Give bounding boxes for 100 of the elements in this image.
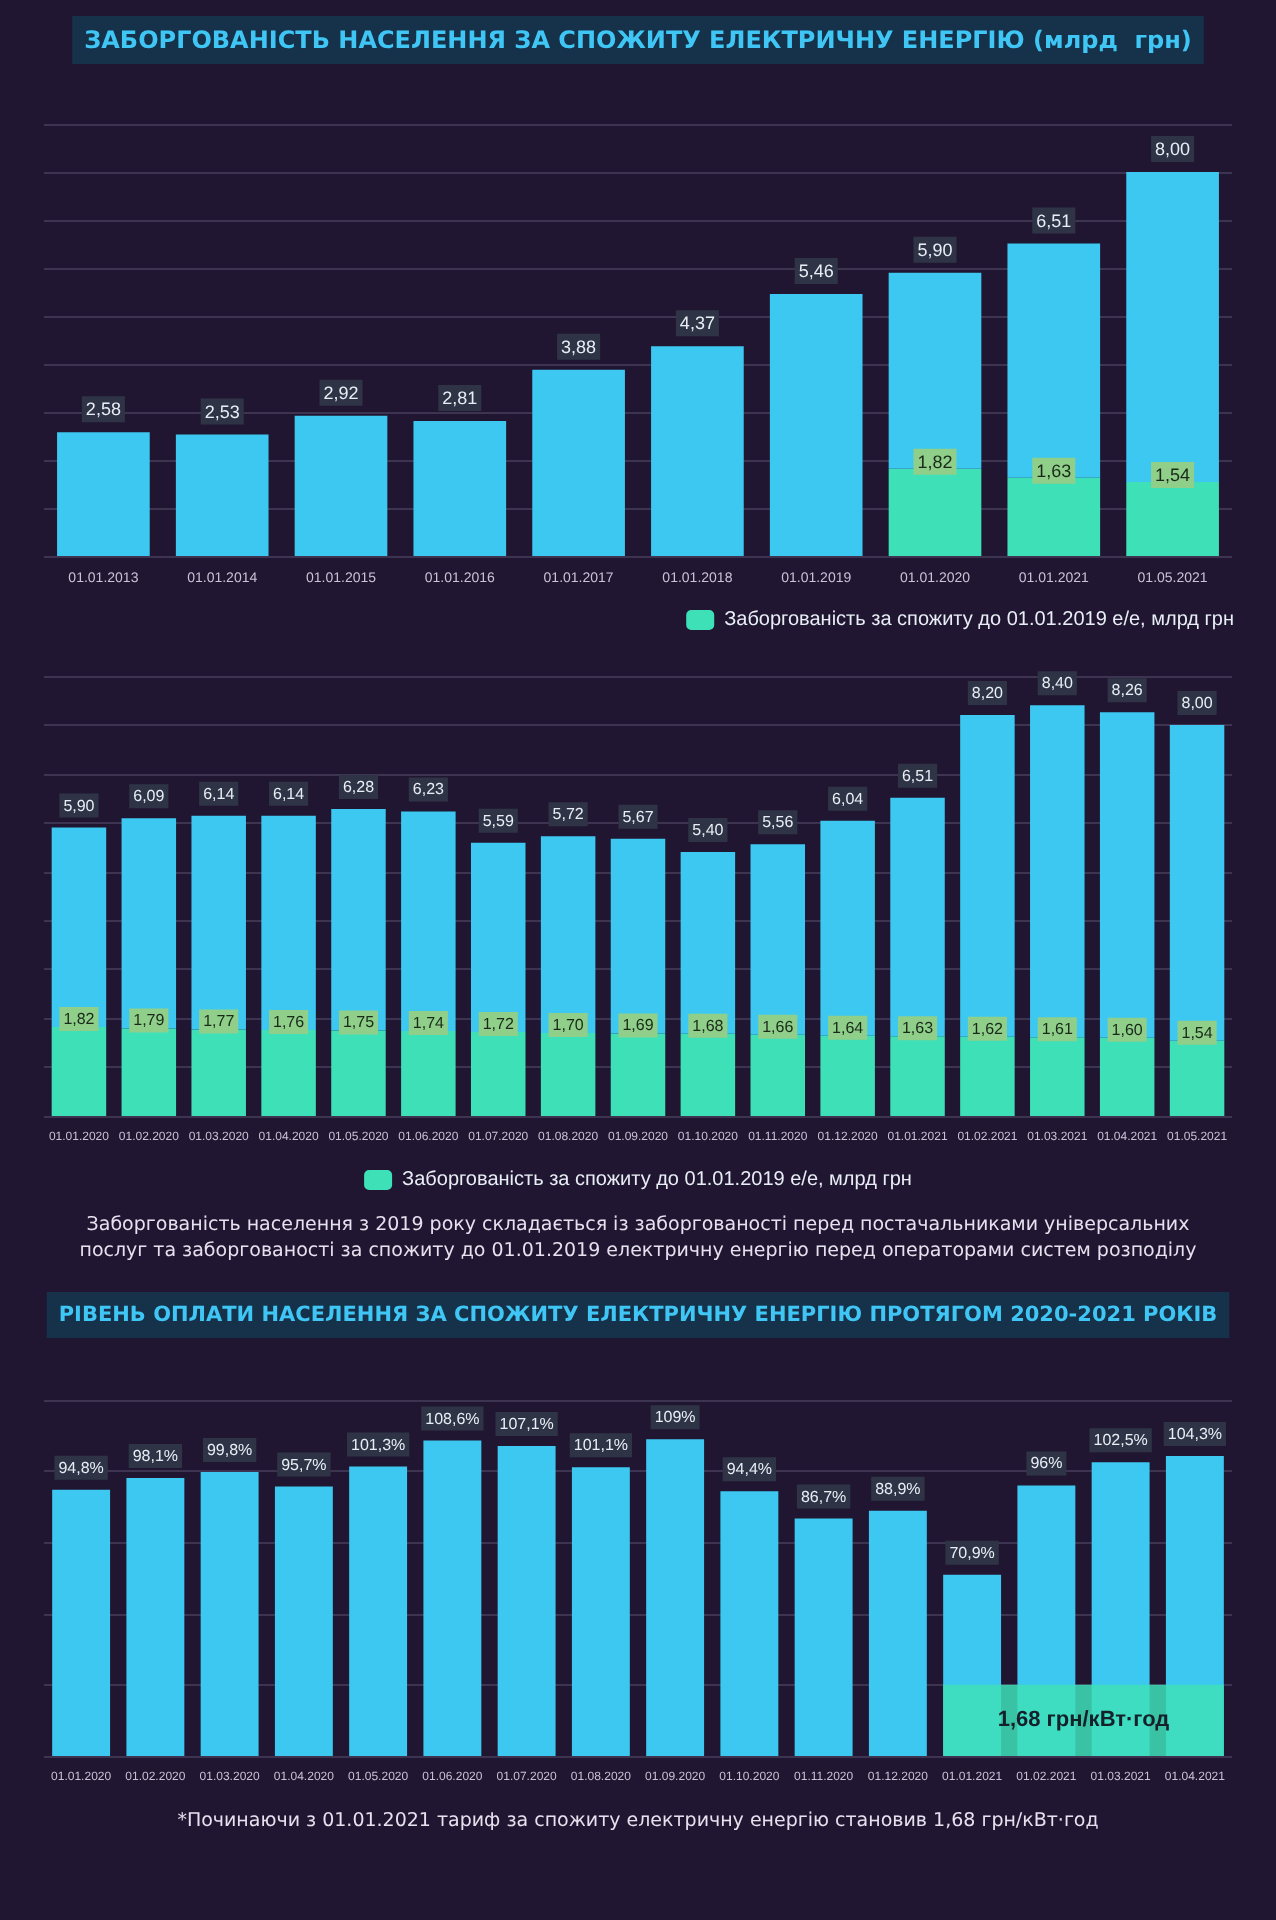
- legend-label: Заборгованість за спожиту до 01.01.2019 е/е, млрд грн: [724, 609, 1235, 631]
- total-label: 8,00: [1155, 139, 1191, 159]
- bar: [261, 815, 316, 1030]
- bar: [1169, 724, 1225, 1041]
- data-label: 1,69: [622, 1016, 655, 1035]
- total-label: 8,00: [1181, 693, 1214, 712]
- bar: [1099, 712, 1155, 1038]
- total-label: 5,56: [762, 813, 795, 832]
- bar: [51, 827, 107, 1028]
- legend-label: Заборгованість за спожиту до 01.01.2019 е/е, млрд грн: [402, 1169, 912, 1191]
- bar: [1169, 1040, 1225, 1116]
- data-label: 1,82: [917, 451, 953, 472]
- data-label: 102,5%: [1093, 1431, 1148, 1450]
- total-label: 6,51: [1036, 210, 1072, 231]
- data-label: 1,79: [133, 1011, 166, 1030]
- data-label: 88,9%: [875, 1479, 921, 1498]
- data-label: 107,1%: [499, 1414, 554, 1433]
- data-label: 101,3%: [350, 1435, 406, 1454]
- data-label: 1,62: [971, 1019, 1005, 1038]
- bar: [191, 815, 246, 1030]
- bar: [294, 415, 388, 556]
- data-label: 1,70: [552, 1015, 585, 1034]
- text: Заборгованість населення з 2019 року складається із заборгованості перед постачальниками універсальних послуг та заборгованості за спожиту до 01.01.2019 електричну енергію перед операторами систем розподілу: [77, 1212, 1199, 1266]
- total-label: 6,14: [203, 784, 236, 803]
- bar: [121, 1028, 177, 1116]
- data-label: 1,60: [1111, 1020, 1144, 1039]
- data-label: 1,77: [203, 1012, 236, 1031]
- chart-title: ЗАБОРГОВАНІСТЬ НАСЕЛЕННЯ ЗА СПОЖИТУ ЕЛЕКТРИЧНУ ЕНЕРГІЮ (млрд грн): [84, 26, 1192, 54]
- bar: [1126, 482, 1219, 556]
- bar: [331, 1030, 386, 1116]
- data-label: 94,8%: [58, 1458, 104, 1477]
- bar: [261, 1029, 316, 1116]
- total-label: 5,59: [482, 811, 515, 830]
- total-label: 5,90: [63, 796, 96, 815]
- data-label: 1,54: [1181, 1023, 1214, 1042]
- bar: [820, 820, 875, 1036]
- data-label: 1,66: [762, 1017, 795, 1036]
- data-label: 99,8%: [206, 1440, 253, 1459]
- text: *Починаючи з 01.01.2021 тариф за спожиту електричну енергію становив 1,68 грн/кВт·год: [175, 1808, 1101, 1836]
- data-label: 1,54: [1155, 465, 1191, 486]
- bar: [888, 468, 982, 556]
- total-label: 5,46: [798, 260, 834, 281]
- bar: [175, 434, 269, 556]
- data-label: 1,76: [273, 1012, 306, 1031]
- bar: [540, 836, 596, 1033]
- data-label: 95,7%: [281, 1455, 327, 1474]
- bar: [1030, 705, 1085, 1038]
- bar: [769, 293, 863, 556]
- total-label: 6,14: [273, 784, 306, 803]
- total-label: 8,20: [971, 684, 1005, 703]
- total-label: 5,67: [622, 807, 655, 826]
- data-label: 96%: [1030, 1454, 1063, 1473]
- bar: [331, 808, 386, 1031]
- data-label: 1,82: [63, 1010, 96, 1029]
- bar: [540, 1032, 596, 1116]
- data-label: 86,7%: [800, 1487, 847, 1506]
- bar: [401, 1030, 456, 1116]
- bar: [820, 1035, 875, 1116]
- bar: [1099, 1037, 1155, 1116]
- bar: [51, 1027, 107, 1116]
- bar: [191, 1029, 246, 1116]
- bar: [651, 346, 744, 556]
- bar: [610, 1033, 666, 1116]
- bar: [1007, 243, 1101, 478]
- total-label: 3,88: [561, 336, 597, 357]
- data-label: 1,68: [692, 1016, 725, 1035]
- bar: [890, 1036, 945, 1116]
- bar: [610, 838, 666, 1034]
- bar: [750, 1034, 806, 1116]
- total-label: 6,04: [832, 789, 865, 808]
- total-label: 2,81: [442, 388, 478, 409]
- bar: [1030, 1037, 1085, 1116]
- bar: [680, 1033, 736, 1116]
- bar: [470, 1031, 526, 1116]
- data-label: 94,4%: [726, 1460, 773, 1479]
- data-label: 1,72: [482, 1014, 515, 1033]
- total-label: 2,58: [85, 399, 121, 420]
- bar: [401, 811, 456, 1031]
- data-label: 101,1%: [573, 1436, 629, 1455]
- bar: [470, 842, 526, 1032]
- bar: [1007, 477, 1101, 556]
- bar: [57, 432, 150, 556]
- total-label: 5,72: [552, 805, 585, 824]
- total-label: 6,09: [133, 787, 166, 806]
- total-label: 8,40: [1041, 674, 1074, 693]
- data-label: 109%: [654, 1408, 696, 1427]
- bar: [121, 818, 177, 1029]
- total-label: 2,53: [204, 401, 240, 422]
- band-label: 1,68 грн/кВт·год: [997, 1708, 1170, 1733]
- total-label: 8,26: [1111, 681, 1144, 700]
- bar: [532, 369, 625, 556]
- data-label: 108,6%: [425, 1409, 480, 1428]
- data-label: 1,61: [1041, 1020, 1074, 1039]
- total-label: 6,51: [901, 766, 935, 785]
- data-label: 1,74: [412, 1013, 446, 1032]
- bar: [750, 844, 806, 1035]
- data-label: 1,64: [832, 1018, 865, 1037]
- total-label: 5,40: [692, 821, 725, 839]
- total-label: 6,28: [342, 777, 376, 796]
- data-label: 1,63: [901, 1019, 935, 1038]
